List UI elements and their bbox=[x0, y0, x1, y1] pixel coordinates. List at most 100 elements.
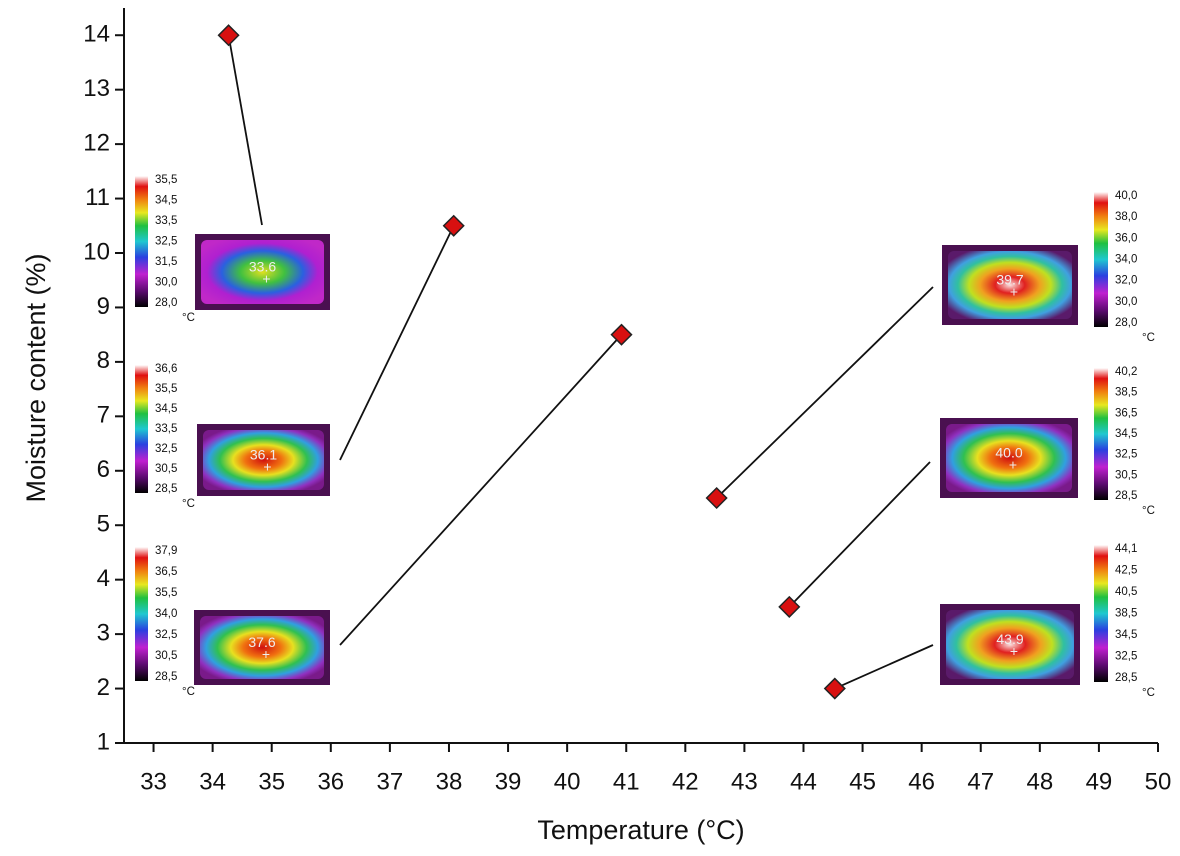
colorbar-label: 35,5 bbox=[155, 174, 177, 186]
colorbar-label: 30,0 bbox=[155, 277, 177, 289]
x-tick-label: 41 bbox=[613, 768, 640, 795]
colorbar-label: 38,5 bbox=[1115, 387, 1137, 399]
x-tick-label: 35 bbox=[258, 768, 285, 795]
colorbar bbox=[135, 176, 148, 307]
colorbar-label: 38,0 bbox=[1115, 211, 1137, 223]
leader-line bbox=[716, 286, 934, 499]
x-tick-label: 49 bbox=[1086, 768, 1113, 795]
crosshair: + bbox=[262, 646, 270, 662]
colorbar-label: 40,0 bbox=[1115, 190, 1137, 202]
colorbar-label: 42,5 bbox=[1115, 565, 1137, 577]
colorbar-label: 32,5 bbox=[155, 236, 177, 248]
colorbar-label: 31,5 bbox=[155, 256, 177, 268]
colorbar-label: 40,2 bbox=[1115, 366, 1137, 378]
colorbar-label: 30,5 bbox=[155, 650, 177, 662]
leader-line bbox=[227, 35, 263, 226]
y-tick-label: 14 bbox=[83, 21, 110, 48]
x-tick-label: 38 bbox=[436, 768, 463, 795]
x-axis-title: Temperature (°C) bbox=[537, 815, 744, 845]
y-tick-label: 13 bbox=[83, 75, 110, 102]
x-tick-label: 45 bbox=[849, 768, 876, 795]
colorbar-label: 33,5 bbox=[155, 423, 177, 435]
crosshair: + bbox=[1010, 284, 1018, 300]
center-temperature: 36.1 bbox=[250, 447, 277, 463]
colorbar-label: 30,0 bbox=[1115, 296, 1137, 308]
y-tick-label: 5 bbox=[97, 511, 110, 538]
x-tick-label: 40 bbox=[554, 768, 581, 795]
y-tick-label: 9 bbox=[97, 293, 110, 320]
x-tick-label: 44 bbox=[790, 768, 817, 795]
x-tick-label: 36 bbox=[317, 768, 344, 795]
colorbar-unit: °C bbox=[182, 312, 195, 324]
thermal-image bbox=[948, 251, 1072, 319]
x-tick-label: 37 bbox=[377, 768, 404, 795]
colorbar-label: 32,0 bbox=[1115, 275, 1137, 287]
colorbar-label: 28,0 bbox=[1115, 317, 1137, 329]
colorbar-label: 36,5 bbox=[155, 566, 177, 578]
y-tick-label: 7 bbox=[97, 402, 110, 429]
data-point bbox=[823, 677, 846, 700]
colorbar-label: 34,5 bbox=[1115, 428, 1137, 440]
x-tick-label: 43 bbox=[731, 768, 758, 795]
crosshair: + bbox=[1009, 457, 1017, 473]
colorbar-label: 28,5 bbox=[155, 483, 177, 495]
colorbar-label: 30,5 bbox=[155, 463, 177, 475]
colorbar-label: 28,5 bbox=[1115, 490, 1137, 502]
colorbar-unit: °C bbox=[1142, 687, 1155, 699]
colorbar-label: 33,5 bbox=[155, 215, 177, 227]
data-point bbox=[610, 323, 633, 346]
y-tick-label: 4 bbox=[97, 565, 110, 592]
colorbar-unit: °C bbox=[182, 498, 195, 510]
thermal-image bbox=[200, 616, 324, 679]
y-tick-label: 6 bbox=[97, 456, 110, 483]
colorbar-unit: °C bbox=[1142, 332, 1155, 344]
data-point bbox=[778, 595, 801, 618]
colorbar-label: 36,6 bbox=[155, 363, 177, 375]
center-temperature: 39.7 bbox=[996, 272, 1023, 288]
colorbar-label: 32,5 bbox=[155, 443, 177, 455]
colorbar-label: 28,5 bbox=[155, 671, 177, 683]
data-point bbox=[442, 214, 465, 237]
colorbar-label: 36,5 bbox=[1115, 407, 1137, 419]
y-tick-label: 11 bbox=[85, 184, 110, 211]
crosshair: + bbox=[1010, 643, 1018, 659]
x-tick-label: 42 bbox=[672, 768, 699, 795]
leader-line bbox=[339, 334, 623, 646]
crosshair: + bbox=[262, 271, 270, 287]
colorbar-label: 44,1 bbox=[1115, 543, 1137, 555]
center-temperature: 43.9 bbox=[996, 631, 1023, 647]
crosshair: + bbox=[263, 459, 271, 475]
y-tick-label: 12 bbox=[83, 129, 110, 156]
colorbar bbox=[1094, 545, 1108, 682]
thermal-image bbox=[946, 424, 1072, 492]
leader-line bbox=[834, 644, 934, 690]
colorbar-unit: °C bbox=[1142, 505, 1155, 517]
colorbar-label: 32,5 bbox=[1115, 651, 1137, 663]
data-point bbox=[705, 486, 728, 510]
colorbar-label: 32,5 bbox=[155, 629, 177, 641]
center-temperature: 40.0 bbox=[995, 445, 1022, 461]
colorbar-label: 30,5 bbox=[1115, 469, 1137, 481]
colorbar-label: 34,5 bbox=[155, 403, 177, 415]
colorbar-label: 40,5 bbox=[1115, 586, 1137, 598]
colorbar-label: 38,5 bbox=[1115, 608, 1137, 620]
leader-line bbox=[339, 225, 455, 461]
colorbar bbox=[1094, 192, 1108, 327]
x-tick-label: 48 bbox=[1026, 768, 1053, 795]
colorbar-label: 37,9 bbox=[155, 545, 177, 557]
x-tick-label: 46 bbox=[908, 768, 935, 795]
colorbar-label: 28,5 bbox=[1115, 672, 1137, 684]
colorbar bbox=[135, 547, 148, 681]
colorbar bbox=[135, 365, 148, 493]
y-tick-label: 3 bbox=[97, 619, 110, 646]
center-temperature: 37.6 bbox=[248, 634, 275, 650]
colorbar-label: 35,5 bbox=[155, 383, 177, 395]
thermal-image bbox=[203, 430, 324, 490]
colorbar bbox=[1094, 368, 1108, 500]
colorbar-label: 28,0 bbox=[155, 297, 177, 309]
y-tick-label: 1 bbox=[97, 728, 110, 755]
colorbar-label: 35,5 bbox=[155, 587, 177, 599]
y-axis-title: Moisture content (%) bbox=[21, 253, 51, 502]
colorbar-label: 34,5 bbox=[1115, 629, 1137, 641]
